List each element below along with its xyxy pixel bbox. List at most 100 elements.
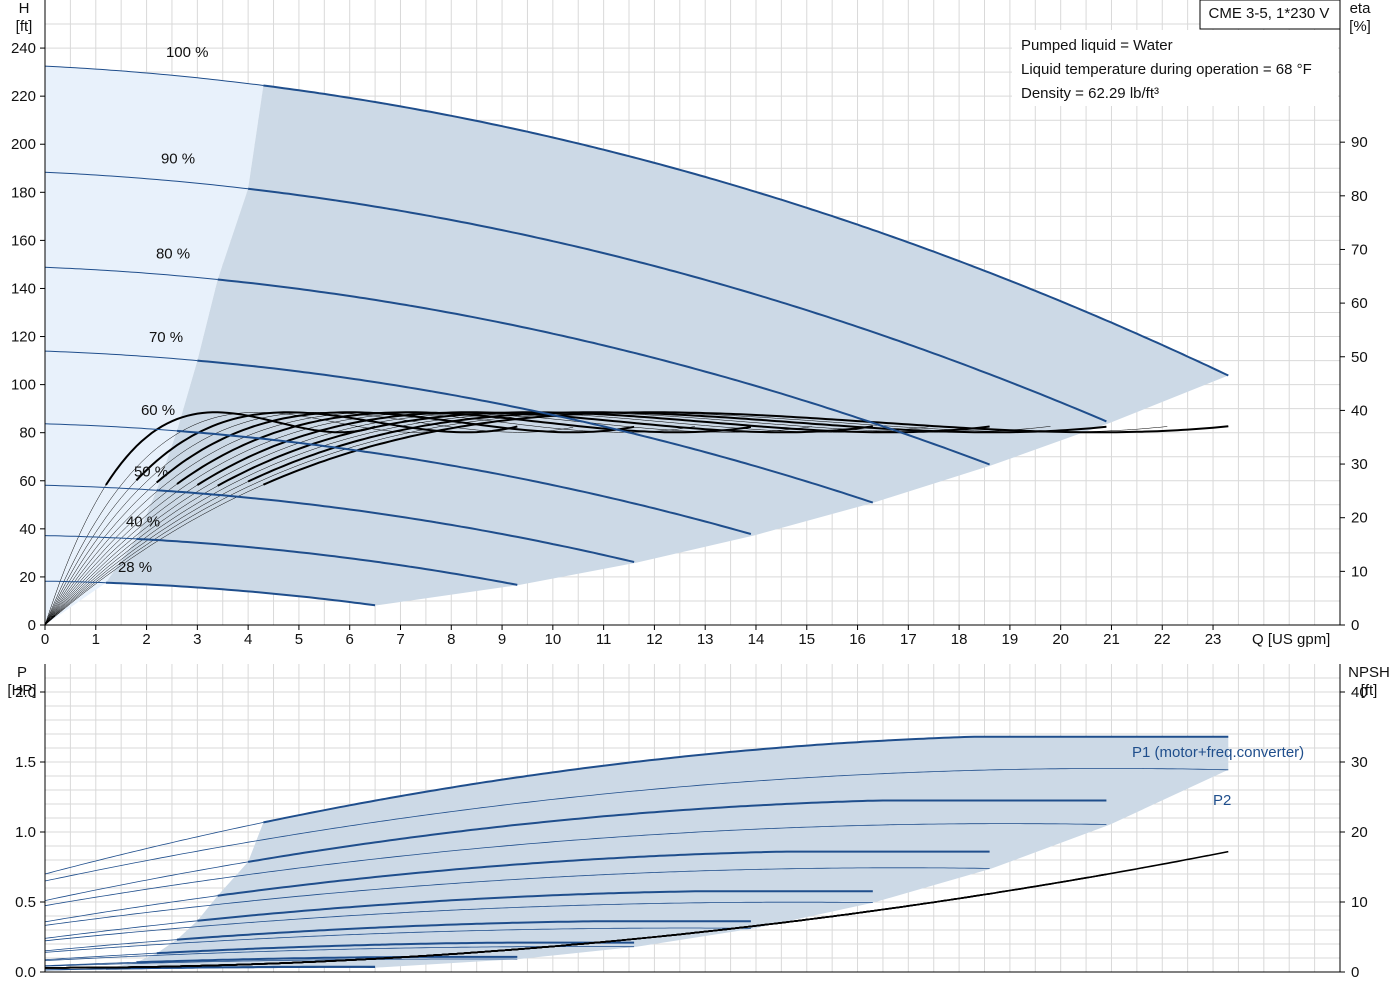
head-curve-60: [176, 429, 752, 535]
p2-curve: [44, 768, 1229, 882]
y-tick-label: 60: [19, 473, 36, 490]
npsh-axis-label: NPSH: [1348, 664, 1390, 681]
p1-curve-extension: [44, 961, 137, 967]
light-region: [45, 66, 264, 626]
p2-curve: [44, 927, 751, 953]
y-tick-label: 240: [11, 40, 36, 57]
y2-tick-label: 90: [1351, 134, 1368, 151]
head-curve-extension: [44, 65, 264, 86]
eta-curve: [196, 411, 873, 486]
p2-curve: [44, 823, 1107, 907]
x-tick-label: 0: [41, 631, 49, 648]
lower-operating-region: [105, 736, 1229, 969]
y2-tick-label: 40: [1351, 402, 1368, 419]
info-density: Density = 62.29 lb/ft³: [1021, 85, 1159, 102]
p2-series-label: P2: [1213, 792, 1231, 809]
x-axis-label: Q [US gpm]: [1252, 631, 1330, 648]
y2-tick-label: 30: [1351, 456, 1368, 473]
y2-tick-label: 50: [1351, 349, 1368, 366]
x-tick-label: 13: [697, 631, 714, 648]
title-box: [1199, 0, 1341, 30]
head-curve-50: [156, 489, 635, 563]
p1-curve-extension: [44, 822, 264, 875]
y-tick-label: 220: [11, 88, 36, 105]
eta-curve: [176, 411, 752, 485]
y-axis-unit: [ft]: [16, 18, 33, 35]
x-tick-label: 6: [346, 631, 354, 648]
y2-tick-label: 0: [1351, 617, 1359, 634]
y2-tick-label: 70: [1351, 241, 1368, 258]
power-tick-label: 0.5: [15, 894, 36, 911]
p1-curve: [105, 965, 376, 970]
y2-tick-label: 60: [1351, 295, 1368, 312]
head-curve-40: [136, 537, 518, 586]
npsh-tick-label: 30: [1351, 754, 1368, 771]
p1-curve-extension: [44, 952, 157, 961]
p1-curve: [247, 799, 1107, 863]
head-curves: [44, 65, 1229, 607]
npsh-tick-label: 20: [1351, 824, 1368, 841]
operating-region: [105, 85, 1229, 606]
y-tick-label: 200: [11, 136, 36, 153]
npsh-tick-label: 40: [1351, 684, 1368, 701]
head-curve-70: [197, 359, 874, 504]
p1-curve: [263, 735, 1229, 824]
x-tick-label: 17: [900, 631, 917, 648]
x-tick-label: 14: [748, 631, 765, 648]
efficiency-curves: [44, 411, 1229, 626]
upper-tick-labels: 0 1 2 3 4 5 6 7 8 9 10 11 12 13 14 15 16 17 18 19 20 21 22 2302…: [11, 40, 1368, 648]
speed-label: 60 %: [141, 402, 175, 419]
head-curve-90: [247, 187, 1107, 423]
y-tick-label: 140: [11, 280, 36, 297]
y-tick-label: 80: [19, 425, 36, 442]
p1-curve-extension: [44, 861, 249, 901]
speed-label: 50 %: [134, 463, 168, 480]
eta-curve: [156, 411, 635, 484]
power-tick-label: 1.5: [15, 754, 36, 771]
x-tick-label: 22: [1154, 631, 1171, 648]
x-tick-label: 16: [849, 631, 866, 648]
x-tick-label: 7: [396, 631, 404, 648]
npsh-tick-label: 0: [1351, 964, 1359, 981]
y2-tick-label: 20: [1351, 510, 1368, 527]
p2-curve: [44, 958, 518, 967]
power-tick-label: 0.0: [15, 964, 36, 981]
head-curve-extension: [44, 484, 157, 491]
x-tick-label: 5: [295, 631, 303, 648]
x-tick-label: 11: [596, 631, 612, 648]
lower-operating-area: [105, 736, 1229, 969]
x-tick-label: 3: [193, 631, 201, 648]
y-tick-label: 100: [11, 377, 36, 394]
x-tick-label: 18: [951, 631, 968, 648]
npsh-curve: [45, 958, 376, 969]
lower-plot: 0.0 0.5 1.0 1.5 2.0 0 10 20 30 40 P [HP] NPSH [ft…: [7, 664, 1390, 981]
p1-curve: [217, 850, 990, 897]
x-tick-label: 4: [244, 631, 252, 648]
p2-curve: [44, 867, 990, 926]
npsh-curves: [45, 850, 1229, 969]
speed-label: 100 %: [166, 44, 209, 61]
power-tick-label: 2.0: [15, 684, 36, 701]
y2-tick-label: 80: [1351, 188, 1368, 205]
speed-label: 90 %: [161, 150, 195, 167]
eta-curve: [105, 411, 376, 486]
head-curve-extension: [44, 171, 249, 190]
p1-curve: [156, 941, 635, 955]
p1-curve: [136, 955, 518, 964]
p2-curve: [44, 967, 376, 971]
y-tick-label: 0: [28, 617, 36, 634]
x-tick-label: 23: [1205, 631, 1222, 648]
x-tick-label: 12: [646, 631, 663, 648]
y-tick-label: 120: [11, 329, 36, 346]
x-tick-label: 1: [92, 631, 100, 648]
p1-curve: [197, 890, 873, 922]
y-tick-label: 160: [11, 232, 36, 249]
info-temperature: Liquid temperature during operation = 68…: [1021, 61, 1312, 78]
p1-curve: [176, 920, 751, 941]
speed-label: 80 %: [156, 245, 190, 262]
y2-axis-unit: [%]: [1349, 18, 1371, 35]
p1-curve-extension: [44, 939, 178, 952]
info-liquid: Pumped liquid = Water: [1021, 37, 1173, 54]
